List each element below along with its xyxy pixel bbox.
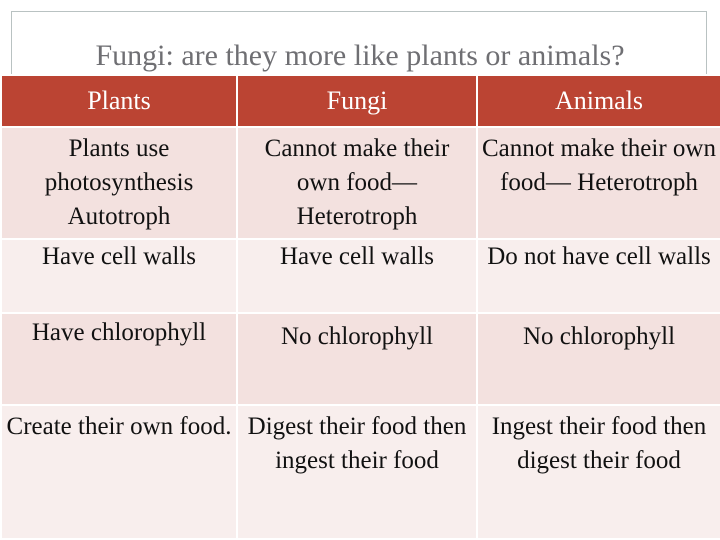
title-frame	[11, 11, 707, 77]
header-row: Plants Fungi Animals	[0, 74, 720, 128]
cell-fungi-cell-walls: Have cell walls	[236, 238, 478, 314]
table-row: Have chlorophyll No chlorophyll No chlor…	[0, 312, 720, 406]
header-fungi: Fungi	[236, 74, 478, 128]
header-animals: Animals	[476, 74, 720, 128]
cell-fungi-chlorophyll: No chlorophyll	[236, 312, 478, 406]
cell-fungi-nutrition: Cannot make their own food— Heterotroph	[236, 126, 478, 240]
cell-animals-food: Ingest their food then digest their food	[476, 404, 720, 540]
header-plants: Plants	[0, 74, 238, 128]
table-row: Plants use photosynthesis Autotroph Cann…	[0, 126, 720, 240]
table-row: Create their own food. Digest their food…	[0, 404, 720, 540]
table-row: Have cell walls Have cell walls Do not h…	[0, 238, 720, 314]
cell-animals-nutrition: Cannot make their own food— Heterotroph	[476, 126, 720, 240]
slide-title: Fungi: are they more like plants or anim…	[95, 39, 625, 72]
cell-fungi-food: Digest their food then ingest their food	[236, 404, 478, 540]
cell-plants-nutrition: Plants use photosynthesis Autotroph	[0, 126, 238, 240]
cell-plants-cell-walls: Have cell walls	[0, 238, 238, 314]
cell-animals-cell-walls: Do not have cell walls	[476, 238, 720, 314]
cell-plants-food: Create their own food.	[0, 404, 238, 540]
cell-plants-chlorophyll: Have chlorophyll	[0, 312, 238, 406]
cell-animals-chlorophyll: No chlorophyll	[476, 312, 720, 406]
comparison-table: Plants Fungi Animals Plants use photosyn…	[0, 74, 720, 540]
